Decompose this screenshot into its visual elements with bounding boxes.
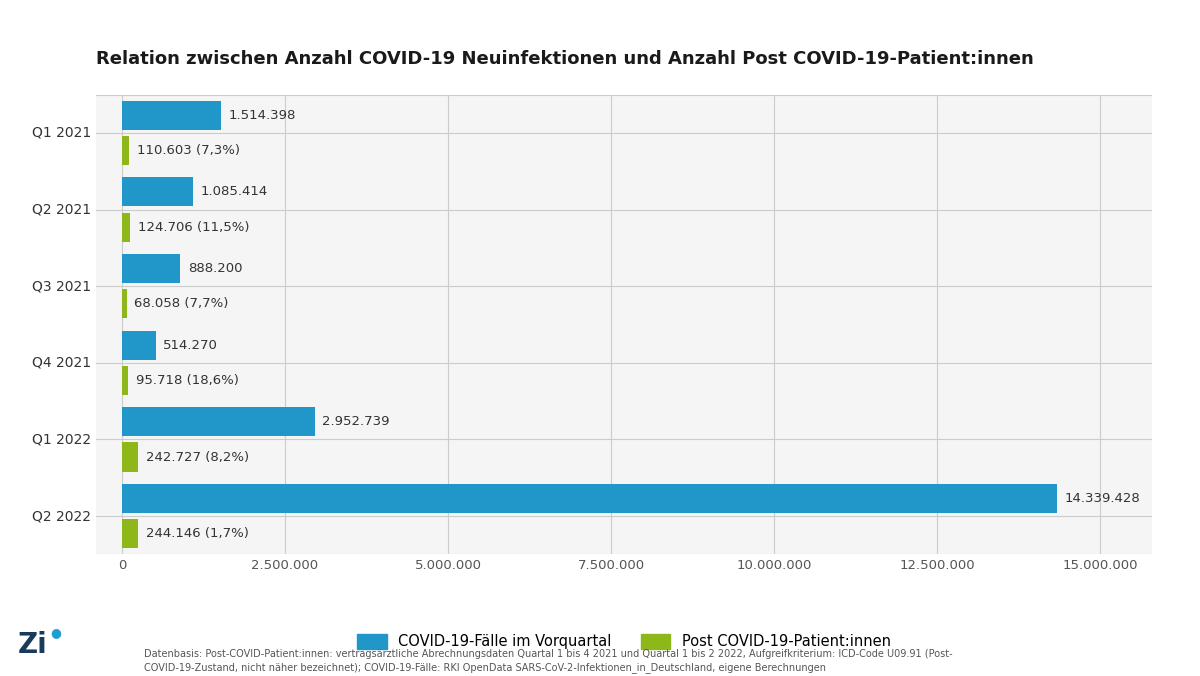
Bar	[122, 289, 126, 318]
Bar	[122, 519, 138, 548]
Text: 2.952.739: 2.952.739	[323, 415, 390, 429]
Text: 14.339.428: 14.339.428	[1064, 492, 1140, 505]
Bar	[122, 101, 221, 130]
Text: 95.718 (18,6%): 95.718 (18,6%)	[136, 374, 239, 387]
Text: 124.706 (11,5%): 124.706 (11,5%)	[138, 220, 250, 234]
Bar	[122, 484, 1057, 513]
Bar	[122, 366, 128, 395]
Text: COVID-19-Zustand, nicht näher bezeichnet); COVID-19-Fälle: RKI OpenData SARS-CoV: COVID-19-Zustand, nicht näher bezeichnet…	[144, 662, 826, 673]
Text: 514.270: 514.270	[163, 339, 218, 352]
Text: Datenbasis: Post-COVID-Patient:innen: vertragsärztliche Abrechnungsdaten Quartal: Datenbasis: Post-COVID-Patient:innen: ve…	[144, 649, 953, 659]
Text: 244.146 (1,7%): 244.146 (1,7%)	[146, 527, 248, 540]
Bar	[122, 443, 138, 472]
Text: ●: ●	[50, 626, 61, 639]
Text: Relation zwischen Anzahl COVID-19 Neuinfektionen und Anzahl Post COVID-19-Patien: Relation zwischen Anzahl COVID-19 Neuinf…	[96, 49, 1033, 68]
Text: 242.727 (8,2%): 242.727 (8,2%)	[145, 450, 248, 464]
Text: 1.085.414: 1.085.414	[200, 185, 268, 199]
Text: 110.603 (7,3%): 110.603 (7,3%)	[137, 144, 240, 157]
Text: 68.058 (7,7%): 68.058 (7,7%)	[134, 297, 229, 310]
Bar	[122, 177, 193, 206]
Bar	[122, 136, 130, 165]
Bar	[122, 213, 131, 242]
Bar	[122, 254, 180, 283]
Text: 1.514.398: 1.514.398	[229, 109, 296, 122]
Text: Zi: Zi	[18, 631, 48, 659]
Bar	[122, 331, 156, 360]
Bar	[122, 407, 314, 436]
Legend: COVID-19-Fälle im Vorquartal, Post COVID-19-Patient:innen: COVID-19-Fälle im Vorquartal, Post COVID…	[352, 628, 896, 655]
Text: 888.200: 888.200	[187, 262, 242, 275]
